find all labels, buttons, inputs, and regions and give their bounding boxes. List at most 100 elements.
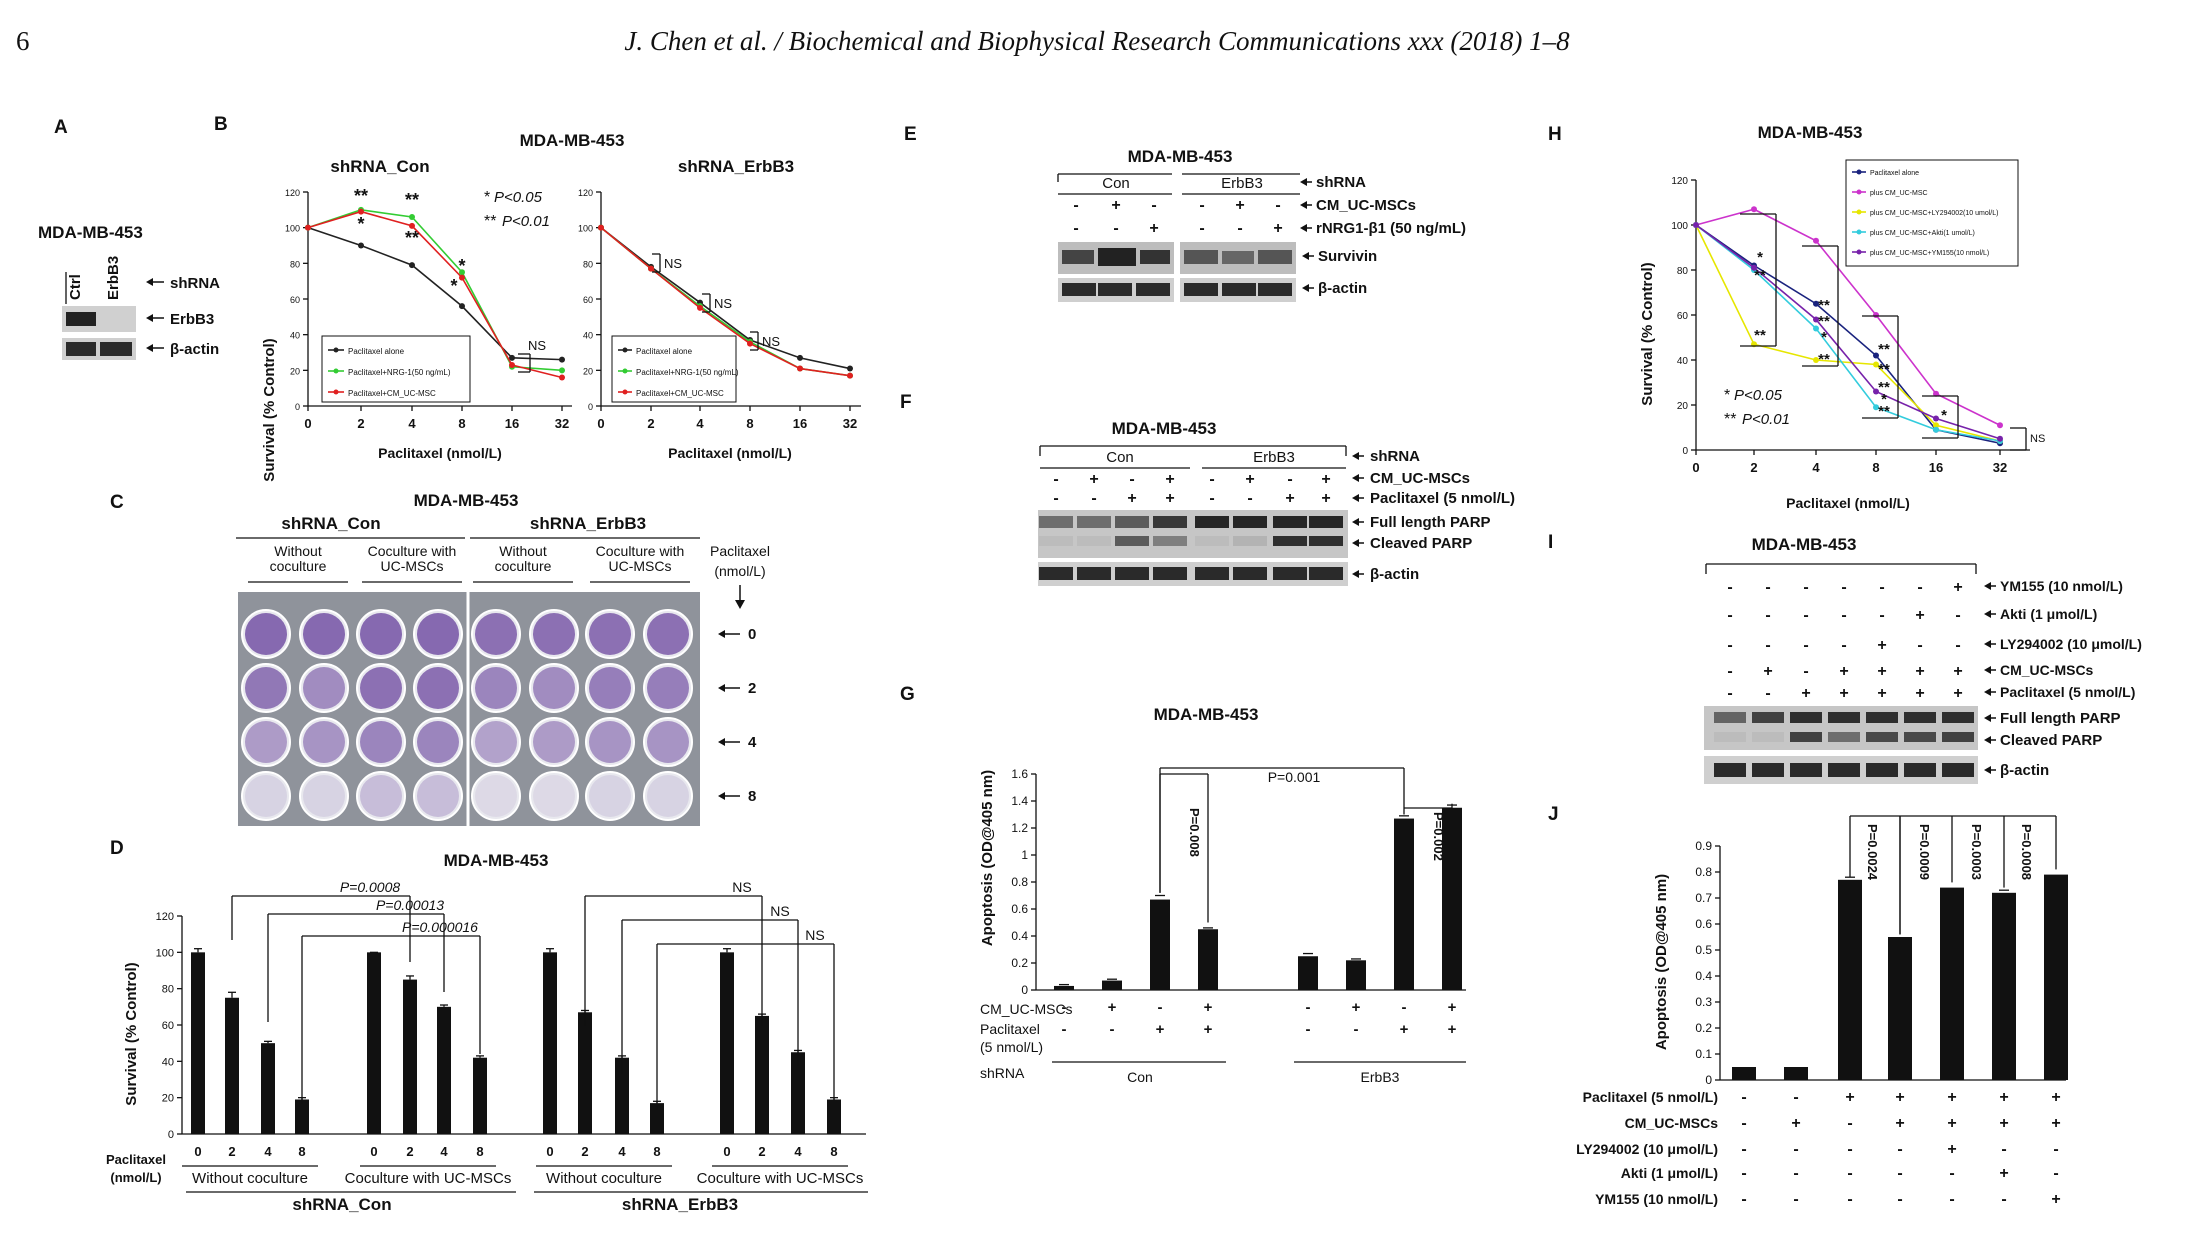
blot-band [1195, 567, 1229, 580]
p-value-label: P=0.0008 [340, 879, 401, 895]
dose-axis-label: (nmol/L) [714, 563, 765, 579]
dose-axis-label: Paclitaxel [106, 1152, 166, 1167]
arrow-head-icon [146, 314, 153, 322]
blot-band [1098, 283, 1132, 296]
data-point [509, 354, 515, 361]
treatment-sign: + [1127, 490, 1136, 507]
x-tick-label: 32 [555, 416, 569, 431]
dose-label: 2 [748, 680, 756, 697]
cell-line-title: MDA-MB-453 [1128, 147, 1233, 166]
data-point [1813, 357, 1819, 363]
blot-band [1115, 567, 1149, 580]
data-point [409, 222, 415, 229]
panel-label: B [214, 114, 228, 135]
treatment-sign: - [1879, 607, 1884, 624]
treatment-sign: + [2051, 1191, 2060, 1208]
data-point [305, 224, 311, 231]
group-label: Coculture with UC-MSCs [697, 1170, 864, 1187]
treatment-sign: - [1306, 1021, 1311, 1038]
data-point [559, 374, 565, 381]
blot-band [1866, 732, 1898, 742]
data-bar [755, 1015, 769, 1134]
sig-star: ** [1754, 267, 1766, 284]
treatment-row-label: shRNA [1370, 448, 1420, 465]
data-point [409, 213, 415, 220]
treatment-sign: + [1953, 579, 1962, 596]
arrow-head-icon [1984, 688, 1991, 696]
treatment-row-label: Akti (1 μmol/L) [2000, 606, 2097, 622]
y-tick-label: 0.4 [1695, 969, 1712, 983]
y-tick-label: 60 [162, 1020, 174, 1032]
lane-label: Ctrl [67, 274, 84, 300]
blot-band [1273, 567, 1307, 580]
dose-label: 4 [748, 734, 757, 751]
subgroup-label: UC-MSCs [609, 558, 672, 574]
stained-colonies [647, 613, 689, 655]
y-tick-label: 0.6 [1695, 917, 1712, 931]
data-point [1933, 415, 1939, 422]
page-number: 6 [16, 26, 30, 56]
sig-star: * [1821, 329, 1827, 346]
blot-band [1222, 251, 1254, 264]
p-value-label: P=0.0024 [1865, 824, 1880, 881]
treatment-sign: + [1915, 607, 1924, 624]
treatment-sign: + [1165, 490, 1174, 507]
y-tick-label: 0.9 [1695, 839, 1712, 853]
data-point [459, 269, 465, 276]
treatment-sign: - [1897, 1191, 1902, 1208]
legend-swatch-dot [622, 347, 628, 353]
y-tick-label: 20 [162, 1093, 174, 1105]
treatment-sign: - [1727, 685, 1732, 702]
blot-band [1273, 516, 1307, 528]
blot-band [1904, 712, 1936, 723]
blot-band [1153, 516, 1187, 528]
data-point [409, 262, 415, 269]
treatment-sign: - [1402, 999, 1407, 1016]
data-bar [1940, 887, 1964, 1080]
arrow-head-icon [718, 792, 725, 800]
band-label: Survivin [1318, 248, 1377, 265]
data-bar [1102, 980, 1122, 990]
treatment-sign: - [1803, 663, 1808, 680]
panel-label: F [900, 392, 912, 413]
treatment-sign: + [1321, 471, 1330, 488]
stained-colonies [589, 721, 631, 763]
y-tick-label: 1.2 [1011, 821, 1028, 835]
data-point [1873, 352, 1879, 359]
treatment-sign: - [1209, 471, 1214, 488]
treatment-sign: + [1165, 471, 1174, 488]
data-bar [1150, 899, 1170, 990]
blot-band [1258, 250, 1292, 264]
series-line [1695, 224, 2001, 442]
data-point [1693, 222, 1699, 228]
x-tick-label: 4 [440, 1144, 448, 1159]
panel-label: E [904, 124, 917, 145]
sig-star: ** [484, 213, 496, 230]
shrna-label: shRNA_Con [292, 1195, 391, 1214]
data-point [1997, 422, 2003, 429]
x-tick-label: 16 [793, 416, 807, 431]
x-tick-label: 4 [618, 1144, 626, 1159]
y-tick-label: 80 [583, 259, 593, 269]
blot-band [1233, 536, 1267, 546]
treatment-sign: + [1204, 999, 1213, 1016]
y-tick-label: 120 [156, 911, 174, 923]
treatment-sign: + [1877, 663, 1886, 680]
y-tick-label: 100 [1671, 221, 1688, 232]
band-label: Cleaved PARP [2000, 732, 2102, 749]
treatment-sign: - [1765, 637, 1770, 654]
treatment-sign: - [1113, 220, 1118, 237]
panel-label: G [900, 684, 915, 705]
legend-swatch-dot [1856, 169, 1862, 175]
data-bar [1054, 985, 1074, 990]
stained-colonies [417, 667, 459, 709]
sig-star: ** [1878, 361, 1890, 378]
p-value-label: NS [770, 903, 789, 919]
group-label: Con [1106, 449, 1134, 466]
culture-well [643, 771, 693, 821]
y-tick-label: 120 [285, 188, 300, 198]
band-label: β-actin [1370, 566, 1419, 583]
p-value-label: P=0.002 [1431, 812, 1446, 861]
group-label: Without coculture [546, 1170, 662, 1187]
data-bar [1394, 818, 1414, 990]
